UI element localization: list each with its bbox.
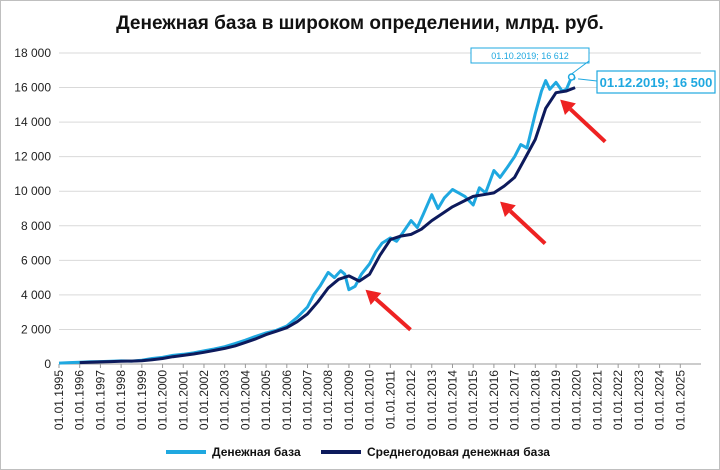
annotation-box-small: [470, 47, 590, 64]
y-tick-label: 14 000: [14, 115, 51, 129]
legend-label-average-money-base: Среднегодовая денежная база: [367, 445, 550, 459]
x-tick-label: 01.01.2005: [259, 370, 273, 430]
red-arrow-shaft: [374, 297, 412, 332]
x-tick-label: 01.01.2003: [218, 370, 232, 430]
annotation-marker-small: [567, 73, 576, 81]
annotation-box-large: [596, 70, 716, 94]
annotations: 01.10.2019; 16 612 01.12.2019; 16 500: [470, 47, 716, 94]
x-tick-label: 01.01.1998: [114, 370, 128, 430]
x-tick-label: 01.01.2017: [508, 370, 522, 430]
red-arrow-shaft: [508, 209, 547, 246]
x-tick-label: 01.01.2014: [445, 370, 459, 430]
y-tick-label: 8 000: [21, 219, 51, 233]
red-arrow-head: [560, 99, 576, 116]
y-tick-label: 0: [44, 357, 51, 371]
y-axis-ticks: 0 2 000 4 000 6 000 8 000 10 000 12 000 14 000 1…: [14, 46, 51, 371]
series-line-average-money-base: [79, 86, 576, 365]
y-tick-label: 4 000: [21, 288, 51, 302]
x-tick-label: 01.01.2012: [404, 370, 418, 430]
series-line-money-base: [58, 75, 576, 365]
x-tick-label: 01.01.2016: [487, 370, 501, 430]
x-tick-label: 01.01.2001: [176, 370, 190, 430]
x-tick-label: 01.01.1999: [135, 370, 149, 430]
y-tick-label: 18 000: [14, 46, 51, 60]
red-arrow-head: [500, 201, 516, 217]
x-tick-label: 01.01.2000: [156, 370, 170, 430]
arrows: [365, 99, 607, 332]
y-tick-label: 12 000: [14, 150, 51, 164]
x-tick-label: 01.01.2018: [528, 370, 542, 430]
x-tick-label: 01.01.2020: [570, 370, 584, 430]
y-tick-label: 2 000: [21, 322, 51, 336]
x-tick-label: 01.01.2011: [383, 370, 397, 429]
series-group: [58, 75, 576, 365]
chart-title: Денежная база в широком определении, млр…: [116, 13, 604, 34]
x-tick-label: 01.01.2013: [425, 370, 439, 430]
x-tick-label: 01.01.2019: [549, 370, 563, 430]
x-tick-label: 01.01.2025: [673, 370, 687, 430]
x-tick-label: 01.01.2015: [466, 370, 480, 430]
x-tick-label: 01.01.2024: [653, 370, 667, 430]
x-tick-label: 01.01.2006: [280, 370, 294, 430]
grid-lines: [59, 52, 701, 365]
y-tick-label: 10 000: [14, 184, 51, 198]
annotation-text-large: 01.12.2019; 16 500: [600, 75, 713, 90]
legend: Денежная база Среднегодовая денежная база: [166, 445, 550, 459]
legend-label-money-base: Денежная база: [212, 445, 301, 459]
x-tick-label: 01.01.2007: [301, 370, 315, 430]
red-arrow-shaft: [569, 107, 607, 144]
x-axis-ticks: 01.01.1995 01.01.1996 01.01.1997 01.01.1998…: [52, 364, 687, 430]
x-tick-label: 01.01.2010: [363, 370, 377, 430]
x-tick-label: 01.01.2022: [611, 370, 625, 430]
x-tick-label: 01.01.2009: [342, 370, 356, 430]
y-tick-label: 6 000: [21, 253, 51, 267]
x-tick-label: 01.01.2008: [321, 370, 335, 430]
annotation-leader-large: [578, 78, 598, 82]
x-tick-label: 01.01.2023: [632, 370, 646, 430]
x-tick-label: 01.01.1995: [52, 370, 66, 430]
red-arrow-head: [365, 289, 382, 305]
y-tick-label: 16 000: [14, 81, 51, 95]
x-tick-label: 01.01.2021: [590, 370, 604, 430]
x-tick-label: 01.01.2002: [197, 370, 211, 430]
annotation-leader-small: [571, 60, 590, 75]
x-tick-label: 01.01.1996: [73, 370, 87, 430]
annotation-text-small: 01.10.2019; 16 612: [491, 51, 569, 61]
x-tick-label: 01.01.1997: [93, 370, 107, 430]
x-tick-label: 01.01.2004: [238, 370, 252, 430]
